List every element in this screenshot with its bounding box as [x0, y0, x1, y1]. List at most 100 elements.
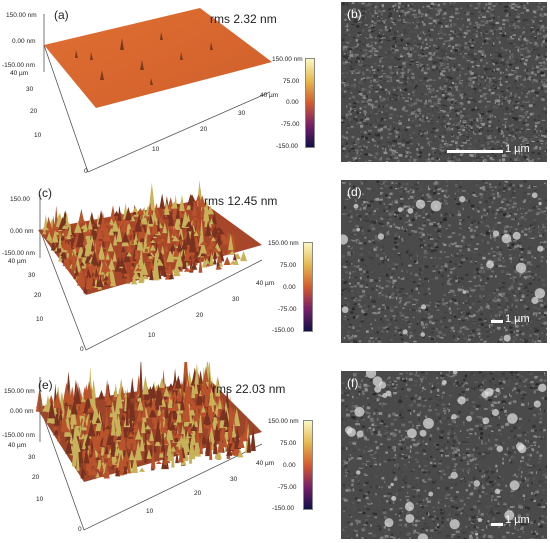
surface-spike: [93, 220, 99, 230]
x-tick: 30: [232, 296, 240, 303]
surface-spike: [159, 409, 164, 433]
surface-spike: [113, 233, 118, 246]
surface-spike: [183, 214, 188, 222]
surface-spike: [198, 195, 206, 208]
surface-spike: [217, 229, 225, 235]
surface-spike: [139, 218, 147, 233]
surface-spike: [93, 405, 98, 420]
surface-spike: [130, 398, 136, 421]
surface-spike: [127, 230, 135, 235]
surface-spike: [225, 386, 230, 408]
colorbar-tick: 150.00 nm: [268, 418, 299, 425]
surface-spike: [90, 250, 99, 266]
y-tick: 20: [30, 108, 38, 115]
surface-spike: [157, 414, 165, 422]
z-tick: 150.00 nm: [6, 12, 37, 19]
surface-spike: [181, 238, 188, 250]
surface-spike: [108, 227, 115, 236]
surface-spike: [97, 244, 106, 260]
surface-spike: [66, 244, 74, 253]
sem-image-f: (f) 1 µm: [341, 371, 547, 539]
surface-spike: [126, 251, 132, 257]
surface-spike: [171, 445, 175, 468]
surface-spike: [90, 402, 97, 408]
surface-spike: [119, 225, 128, 232]
surface-spike: [74, 263, 79, 276]
colorbar-a: [305, 58, 315, 148]
surface-spike: [64, 222, 69, 237]
surface-spike: [106, 433, 113, 446]
colorbar-tick: -150.00: [272, 327, 295, 334]
colorbar-tick: -75.00: [278, 484, 297, 491]
surface-spike: [187, 193, 194, 206]
surface-spike: [182, 378, 191, 422]
surface-spike: [59, 216, 66, 226]
surface-spike: [101, 271, 105, 282]
surface-spike: [155, 460, 163, 464]
surface-spike: [233, 408, 241, 427]
surface-spike: [100, 472, 109, 478]
afm-surface-e: [35, 362, 263, 531]
surface-spike: [129, 265, 135, 270]
surface-spike: [109, 406, 113, 414]
surface-spike: [126, 429, 131, 449]
surface-spike: [168, 270, 174, 280]
surface-spike: [149, 258, 154, 271]
surface-spike: [147, 202, 153, 215]
y-tick: 20: [32, 474, 40, 481]
surface-spike: [129, 377, 135, 399]
surface-spike: [157, 404, 162, 416]
surface-spike: [204, 383, 209, 407]
surface-spike: [226, 445, 233, 456]
surface-spike: [124, 389, 128, 398]
y-tick: 10: [36, 316, 44, 323]
surface-spike: [175, 234, 183, 247]
surface-spike: [149, 267, 154, 281]
surface-spike: [79, 225, 88, 229]
surface-spike: [173, 245, 178, 257]
surface-spike: [198, 408, 203, 433]
surface-spike: [127, 457, 131, 474]
surface-spike: [66, 405, 71, 418]
surface-spike: [169, 243, 177, 252]
surface-spike: [134, 440, 143, 461]
surface-spike: [178, 442, 184, 463]
y-tick: 30: [28, 272, 36, 279]
surface-spike: [150, 239, 156, 243]
surface-spike: [172, 421, 178, 425]
rms-value-a: rms 2.32 nm: [210, 12, 277, 26]
surface-spike: [126, 445, 130, 449]
surface-spike: [160, 429, 166, 452]
colorbar-tick: 75.00: [280, 440, 297, 447]
surface-spike: [212, 256, 217, 265]
surface-spike: [186, 371, 193, 387]
surface-spike: [127, 222, 132, 230]
surface-spike: [129, 226, 135, 231]
surface-spike: [211, 211, 218, 225]
surface-spike: [212, 247, 220, 253]
surface-spike: [201, 405, 206, 413]
surface-spike: [205, 413, 210, 426]
surface-spike: [211, 225, 220, 235]
surface-spike: [164, 243, 169, 252]
surface-spike: [161, 385, 167, 391]
surface-spike: [199, 216, 204, 246]
surface-spike: [88, 440, 92, 455]
surface-spike: [45, 394, 51, 407]
surface-spike: [87, 420, 96, 437]
surface-spike: [228, 433, 233, 444]
surface-spike: [51, 237, 56, 251]
surface-spike: [193, 403, 200, 422]
colorbar-tick: 150.00 nm: [272, 56, 303, 63]
surface-spike: [83, 281, 88, 294]
colorbar-c: [303, 242, 313, 332]
surface-spike: [83, 447, 90, 464]
surface-spike: [190, 378, 196, 386]
surface-spike: [60, 251, 68, 259]
y-tick: 10: [36, 496, 44, 503]
scale-bar-label: 1 µm: [505, 514, 530, 526]
surface-spike: [134, 216, 143, 232]
surface-spike: [104, 405, 110, 442]
surface-spike: [75, 402, 81, 427]
y-tick: 20: [34, 292, 42, 299]
